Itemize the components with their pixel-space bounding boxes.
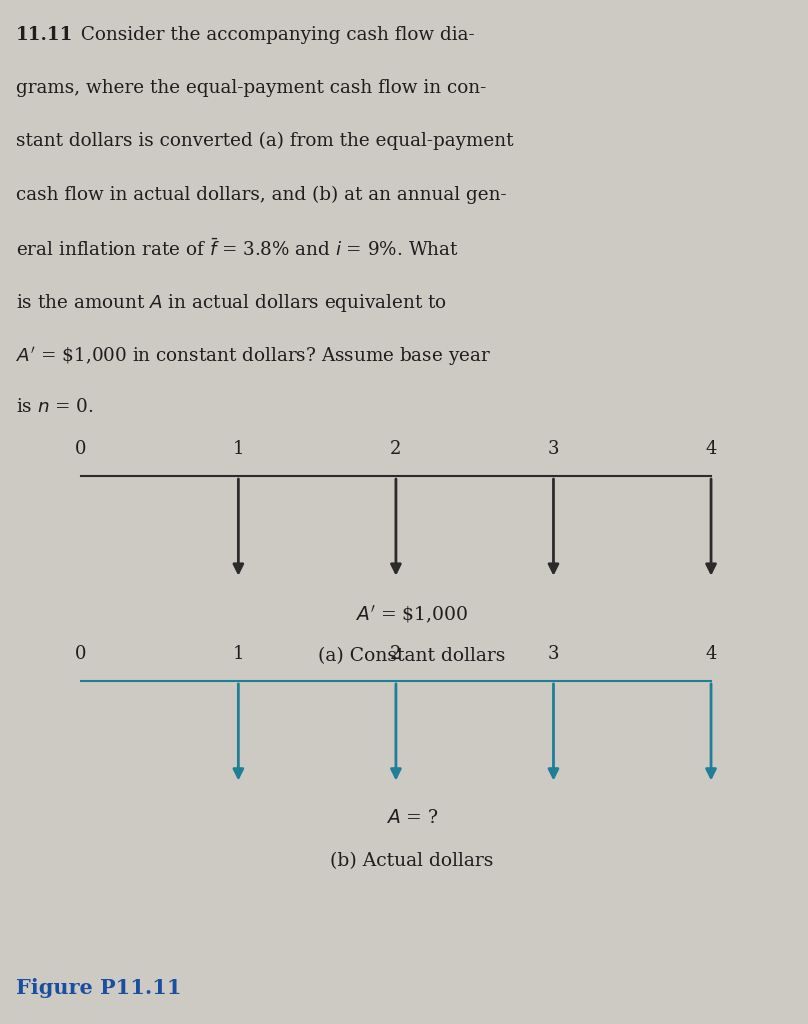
Text: (a) Constant dollars: (a) Constant dollars (318, 647, 506, 666)
Text: 0: 0 (75, 644, 86, 663)
Text: 4: 4 (705, 644, 717, 663)
Text: eral inflation rate of $\bar{f}$ = 3.8% and $i$ = 9%. What: eral inflation rate of $\bar{f}$ = 3.8% … (16, 239, 459, 260)
Text: 0: 0 (75, 439, 86, 458)
Text: 1: 1 (233, 439, 244, 458)
Text: $A'$ = \$1,000: $A'$ = \$1,000 (356, 604, 469, 627)
Text: is $n$ = 0.: is $n$ = 0. (16, 398, 94, 417)
Text: 1: 1 (233, 644, 244, 663)
Text: $A'$ = \$1,000 in constant dollars? Assume base year: $A'$ = \$1,000 in constant dollars? Assu… (16, 345, 491, 368)
Text: $A$ = ?: $A$ = ? (385, 809, 439, 827)
Text: 2: 2 (390, 439, 402, 458)
Text: (b) Actual dollars: (b) Actual dollars (330, 852, 494, 870)
Text: 2: 2 (390, 644, 402, 663)
Text: is the amount $A$ in actual dollars equivalent to: is the amount $A$ in actual dollars equi… (16, 292, 448, 313)
Text: 11.11: 11.11 (16, 26, 74, 44)
Text: cash flow in actual dollars, and (b) at an annual gen-: cash flow in actual dollars, and (b) at … (16, 185, 507, 204)
Text: 4: 4 (705, 439, 717, 458)
Text: 3: 3 (548, 439, 559, 458)
Text: Figure P11.11: Figure P11.11 (16, 978, 182, 998)
Text: stant dollars is converted (a) from the equal-payment: stant dollars is converted (a) from the … (16, 132, 514, 151)
Text: 3: 3 (548, 644, 559, 663)
Text: grams, where the equal-payment cash flow in con-: grams, where the equal-payment cash flow… (16, 79, 486, 97)
Text: Consider the accompanying cash flow dia-: Consider the accompanying cash flow dia- (75, 26, 475, 44)
